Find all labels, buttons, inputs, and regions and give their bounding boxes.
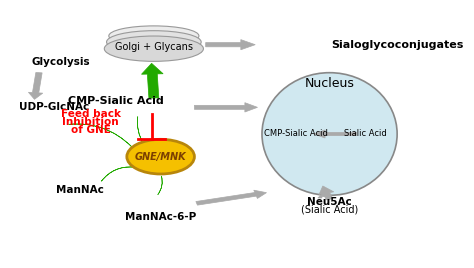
Polygon shape [142, 63, 163, 98]
Text: Sialic Acid: Sialic Acid [344, 129, 387, 139]
Text: ManNAc-6-P: ManNAc-6-P [125, 212, 196, 222]
Text: Inhibition: Inhibition [63, 117, 119, 127]
Text: ManNAc: ManNAc [55, 185, 103, 195]
Ellipse shape [262, 73, 397, 195]
Text: of GNE: of GNE [71, 125, 111, 135]
Text: UDP-GlcNAc: UDP-GlcNAc [18, 102, 89, 112]
Polygon shape [28, 72, 43, 99]
Polygon shape [318, 191, 332, 198]
Text: Feed back: Feed back [61, 109, 121, 119]
Ellipse shape [127, 139, 194, 174]
Polygon shape [206, 40, 255, 50]
Text: Golgi + Glycans: Golgi + Glycans [115, 42, 193, 51]
FancyArrowPatch shape [137, 117, 144, 144]
Ellipse shape [109, 26, 199, 46]
Text: CMP-Sialic Acid: CMP-Sialic Acid [68, 96, 164, 106]
Ellipse shape [107, 31, 201, 53]
Text: (Sialic Acid): (Sialic Acid) [301, 205, 358, 215]
Polygon shape [196, 190, 266, 205]
Ellipse shape [104, 36, 203, 61]
Text: CMP-Sialic Acid: CMP-Sialic Acid [264, 129, 328, 139]
Text: GNE/MNK: GNE/MNK [135, 152, 186, 162]
FancyArrowPatch shape [101, 167, 133, 181]
Text: Glycolysis: Glycolysis [31, 57, 90, 67]
FancyArrowPatch shape [69, 124, 132, 147]
Polygon shape [319, 186, 334, 200]
Polygon shape [194, 103, 257, 112]
Text: Sialoglycoconjugates: Sialoglycoconjugates [331, 40, 463, 50]
Text: Nucleus: Nucleus [305, 77, 355, 90]
FancyArrowPatch shape [158, 176, 162, 195]
Polygon shape [314, 130, 356, 138]
Text: Neu5Ac: Neu5Ac [307, 197, 352, 207]
